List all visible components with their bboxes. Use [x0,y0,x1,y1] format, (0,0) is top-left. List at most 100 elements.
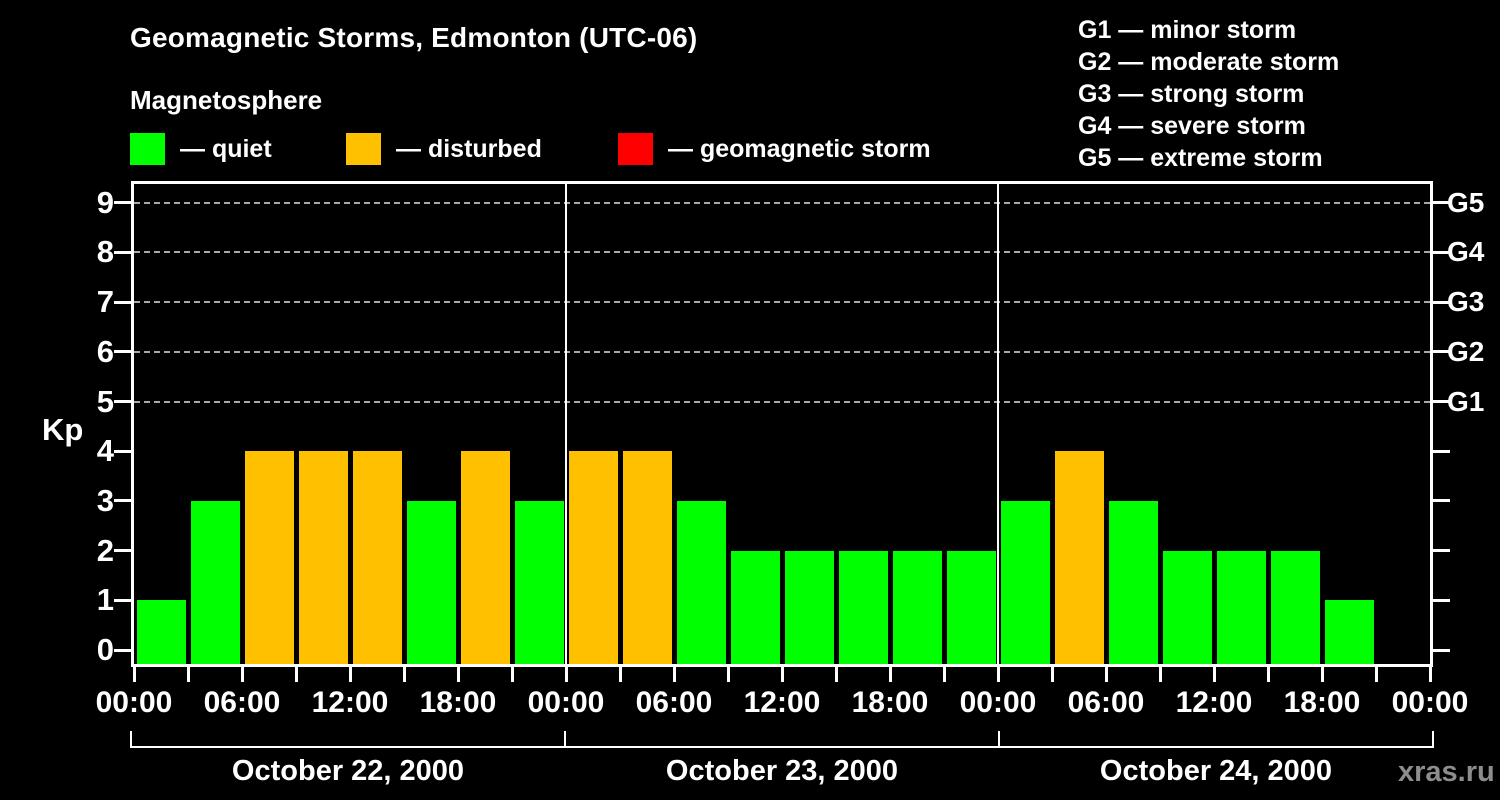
y-tick-label: 9 [96,184,114,220]
x-axis-tick [1266,667,1270,682]
y-axis-tick-right [1433,449,1450,453]
x-tick-label: 12:00 [311,686,389,719]
bracket-tick [564,731,566,748]
x-axis-tick [1212,667,1216,682]
kp-bar [730,550,780,664]
y-axis-tick-right [1433,250,1450,254]
x-axis-tick [672,667,676,682]
watermark: xras.ru [1398,756,1495,788]
kp-bar [1000,500,1050,664]
g-level-label-g1: G1 [1447,385,1485,417]
g-level-label-g2: G2 [1447,335,1485,367]
y-axis-tick [114,201,131,205]
y-axis-tick-right [1433,350,1450,354]
x-tick-label: 06:00 [1067,686,1145,719]
y-tick-label: 8 [96,234,114,270]
quiet-color-swatch [130,133,165,165]
kp-bar [352,451,402,664]
g-level-label-g3: G3 [1447,286,1485,318]
y-axis-tick [114,350,131,354]
y-axis-tick-right [1433,499,1450,503]
legend-item-disturbed: — disturbed [346,132,542,166]
gridline-kp6 [134,350,1430,353]
y-axis-tick-right [1433,400,1450,403]
kp-bar [622,451,672,664]
kp-bar [1162,550,1212,664]
x-axis-tick [1374,667,1378,682]
g-scale-legend: G1 — minor storm G2 — moderate storm G3 … [1078,14,1339,174]
x-axis-tick [510,667,514,682]
kp-bar [406,500,456,664]
x-axis-tick [1050,667,1054,682]
legend-disturbed-label: — disturbed [396,134,542,163]
page-title: Geomagnetic Storms, Edmonton (UTC-06) [130,22,698,53]
date-label: October 22, 2000 [231,755,465,787]
x-axis-tick [1104,667,1108,682]
x-axis-tick [564,667,568,682]
kp-bar [514,500,564,664]
y-tick-label: 2 [96,532,114,568]
storm-color-swatch [618,133,653,165]
y-axis-tick [114,499,131,503]
x-axis-tick [456,667,460,682]
x-axis-tick [1320,667,1324,682]
gridline-kp7 [134,301,1430,304]
kp-bar [244,451,294,664]
kp-bar [568,451,618,664]
kp-bar [892,550,942,664]
x-axis-tick [1158,667,1162,682]
kp-bar [1108,500,1158,664]
g5-scale-line: G5 — extreme storm [1078,144,1323,172]
date-label: October 23, 2000 [665,755,899,787]
x-axis-tick [996,667,1000,682]
y-axis-tick [114,648,131,652]
y-axis-tick [114,300,131,304]
y-tick-label: 5 [96,383,114,419]
kp-bar [136,600,186,664]
y-tick-label: 1 [96,582,114,618]
x-axis-tick [780,667,784,682]
x-tick-label: 18:00 [1283,686,1361,719]
g1-scale-line: G1 — minor storm [1078,16,1297,44]
kp-bar [190,500,240,664]
kp-bar [1270,550,1320,664]
x-axis-tick [186,667,190,682]
x-tick-label: 06:00 [203,686,281,719]
y-axis-tick-right [1433,648,1450,652]
x-tick-label: 00:00 [1391,686,1469,719]
y-axis-tick-right [1433,598,1450,602]
gridline-kp5 [134,400,1430,403]
y-axis-tick-right [1433,201,1450,205]
kp-bar [946,550,996,664]
x-axis-tick [888,667,892,682]
y-tick-label: 3 [96,482,114,518]
day-separator [565,184,567,664]
y-axis-tick [114,598,131,602]
kp-bar [784,550,834,664]
x-axis-tick [942,667,946,682]
kp-bar [1324,600,1374,664]
magnetosphere-label: Magnetosphere [130,85,323,115]
y-axis-tick [114,449,131,453]
x-tick-label: 12:00 [743,686,821,719]
x-tick-label: 18:00 [419,686,497,719]
bracket-tick [1432,731,1434,748]
gridline-kp8 [134,251,1430,254]
y-tick-label: 7 [96,284,114,320]
x-axis-tick [348,667,352,682]
g-level-label-g5: G5 [1447,186,1485,218]
x-tick-label: 00:00 [527,686,605,719]
y-axis-tick [114,400,131,403]
x-tick-label: 12:00 [1175,686,1253,719]
y-axis-label: Kp [42,412,84,447]
bracket-tick [998,731,1000,748]
kp-bar [1216,550,1266,664]
y-tick-label: 0 [96,632,114,667]
g-level-label-g4: G4 [1447,236,1485,268]
x-axis-tick [834,667,838,682]
bracket-tick [130,731,132,748]
g4-scale-line: G4 — severe storm [1078,112,1306,140]
bracket-line [131,746,1433,748]
x-tick-label: 18:00 [851,686,929,719]
